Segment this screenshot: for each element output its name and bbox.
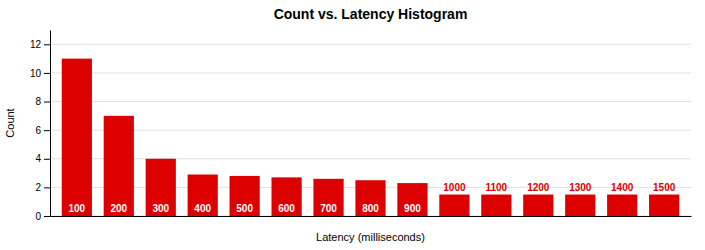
bar	[607, 195, 637, 216]
bar	[188, 175, 218, 216]
y-tick-mark	[44, 130, 50, 131]
grid-line	[50, 72, 691, 73]
grid	[50, 44, 691, 216]
y-tick-mark	[44, 44, 50, 45]
y-axis-title: Count	[4, 108, 16, 137]
bar	[104, 116, 134, 216]
bar-label: 1400	[611, 182, 634, 193]
bar-label: 400	[194, 203, 211, 214]
x-axis	[51, 216, 692, 217]
bar-label: 100	[69, 203, 86, 214]
y-tick: 0	[35, 211, 50, 222]
bar-label: 800	[362, 203, 379, 214]
bar	[397, 183, 427, 216]
bar-label: 600	[278, 203, 295, 214]
bar	[271, 177, 301, 216]
bar-label: 1000	[443, 182, 466, 193]
y-axis-line	[50, 31, 51, 217]
bar-labels: 100 200 300 400 500 600 700 800 900 1000 1100 1200 1…	[69, 182, 676, 214]
x-axis-line	[51, 216, 692, 217]
y-tick-mark	[44, 216, 50, 217]
y-tick-mark	[44, 73, 50, 74]
y-tick-mark	[44, 187, 50, 188]
y-tick-label: 6	[35, 125, 41, 136]
bar-label: 1100	[485, 182, 507, 193]
bar	[355, 180, 385, 216]
bar	[523, 195, 553, 216]
y-tick: 6	[35, 125, 50, 136]
y-tick-label: 4	[35, 153, 41, 164]
y-tick: 4	[35, 153, 50, 164]
y-tick-label: 12	[30, 39, 42, 50]
y-tick: 12	[30, 39, 50, 50]
y-tick-label: 0	[35, 211, 41, 222]
bars	[62, 59, 680, 216]
bar	[62, 59, 92, 216]
chart-container: 0 2 4 6 8 10 12 100 200 300 400 500 600 700 800 900 1000…	[0, 0, 705, 250]
bar	[565, 195, 595, 216]
x-axis-title: Latency (milliseconds)	[316, 231, 425, 243]
bar-label: 1200	[527, 182, 550, 193]
y-tick-label: 2	[35, 182, 41, 193]
y-axis: 0 2 4 6 8 10 12	[30, 31, 51, 222]
bar-label: 1500	[653, 182, 676, 193]
bar	[439, 195, 469, 216]
bar-label: 1300	[569, 182, 592, 193]
y-tick-mark	[44, 102, 50, 103]
bar	[230, 176, 260, 216]
y-tick: 10	[30, 68, 50, 79]
title: Count vs. Latency Histogram	[274, 6, 468, 22]
y-tick-label: 10	[30, 68, 42, 79]
grid-line	[50, 44, 691, 45]
y-tick-mark	[44, 159, 50, 160]
bar-label: 500	[236, 203, 253, 214]
y-tick: 2	[35, 182, 50, 193]
grid-line	[50, 101, 691, 102]
y-tick: 8	[35, 96, 50, 107]
bar	[649, 195, 679, 216]
y-tick-label: 8	[35, 96, 41, 107]
bar-label: 900	[404, 203, 421, 214]
bar-label: 300	[152, 203, 169, 214]
plot: 0 2 4 6 8 10 12 100 200 300 400 500 600 700 800 900 1000…	[30, 31, 692, 222]
bar-label: 700	[320, 203, 337, 214]
bar	[146, 159, 176, 216]
bar	[313, 179, 343, 216]
bar-label: 200	[110, 203, 127, 214]
chart-svg: 0 2 4 6 8 10 12 100 200 300 400 500 600 700 800 900 1000…	[0, 0, 705, 250]
bar	[481, 195, 511, 216]
grid-line	[50, 130, 691, 131]
